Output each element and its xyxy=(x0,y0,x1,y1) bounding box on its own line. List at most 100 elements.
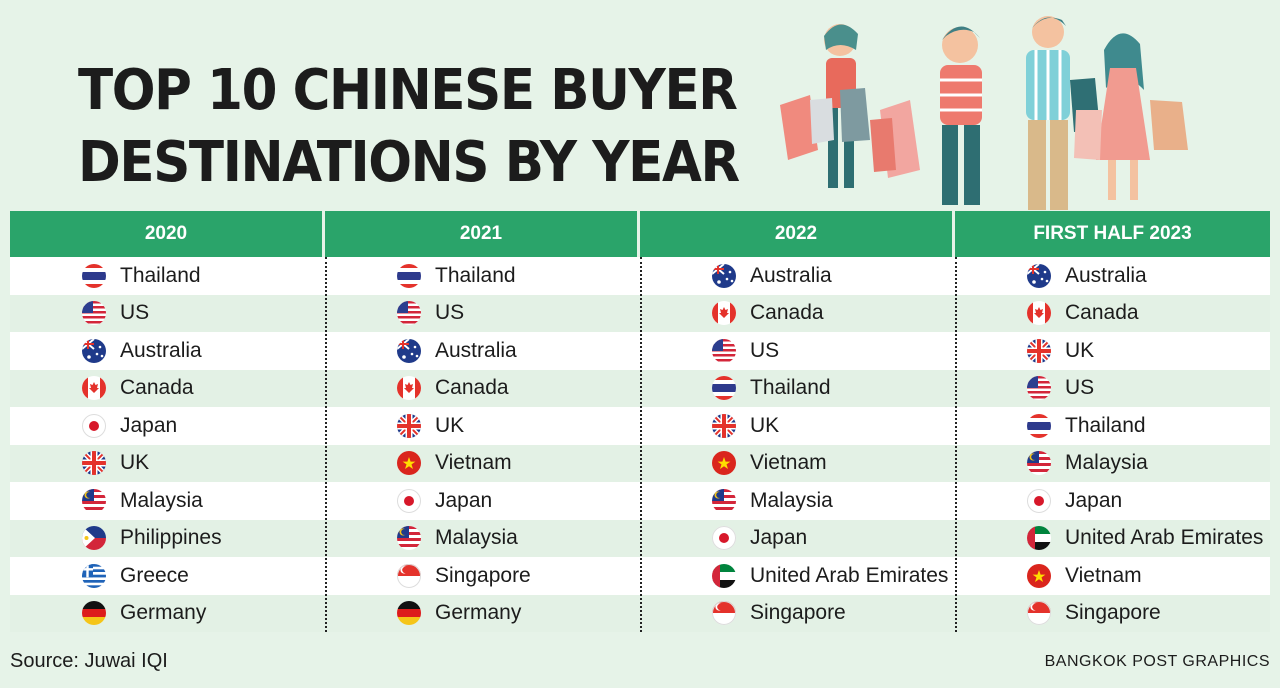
country-name: Canada xyxy=(1065,301,1139,325)
country-name: Japan xyxy=(1065,488,1123,512)
table-row: Malaysia xyxy=(10,482,325,520)
singapore-flag-icon xyxy=(397,563,421,588)
table-row: Germany xyxy=(10,594,325,632)
column-header: 2020 xyxy=(10,211,325,257)
table-row: Japan xyxy=(325,482,640,520)
table-row: Vietnam xyxy=(640,444,955,482)
country-name: US xyxy=(120,301,150,325)
country-name: Malaysia xyxy=(435,526,518,550)
column-rows: Australia Canada UK US Thailand Malaysia Japan… xyxy=(955,257,1270,632)
year-column: 2022 Australia Canada US Thailand UK Vietnam Ma… xyxy=(640,211,955,643)
australia-flag-icon xyxy=(82,338,106,363)
table-row: US xyxy=(955,369,1270,407)
table-row: Singapore xyxy=(955,594,1270,632)
table-row: Malaysia xyxy=(325,519,640,557)
uae-flag-icon xyxy=(712,563,736,588)
uk-flag-icon xyxy=(712,413,736,438)
column-header: FIRST HALF 2023 xyxy=(955,211,1270,257)
country-name: Thailand xyxy=(1065,413,1146,437)
thailand-flag-icon xyxy=(1027,413,1051,438)
country-name: Germany xyxy=(120,601,207,625)
malaysia-flag-icon xyxy=(1027,451,1051,476)
canada-flag-icon xyxy=(397,376,421,401)
country-name: United Arab Emirates xyxy=(750,563,949,587)
country-name: UK xyxy=(435,413,465,437)
country-name: Japan xyxy=(120,413,178,437)
table-row: Australia xyxy=(10,332,325,370)
column-rows: Thailand US Australia Canada UK Vietnam Japan M… xyxy=(325,257,640,632)
country-name: US xyxy=(750,338,780,362)
page-title: TOP 10 CHINESE BUYER DESTINATIONS BY YEA… xyxy=(78,55,740,199)
uae-flag-icon xyxy=(1027,526,1051,551)
country-name: Japan xyxy=(750,526,808,550)
vietnam-flag-icon xyxy=(1027,563,1051,588)
country-name: Malaysia xyxy=(1065,451,1148,475)
country-name: Thailand xyxy=(750,376,831,400)
shoppers-illustration xyxy=(780,16,1188,210)
japan-flag-icon xyxy=(397,488,421,513)
table-row: Canada xyxy=(640,294,955,332)
table-row: Vietnam xyxy=(955,557,1270,595)
country-name: Australia xyxy=(120,338,202,362)
singapore-flag-icon xyxy=(712,601,736,626)
table-row: US xyxy=(325,294,640,332)
country-name: Australia xyxy=(1065,263,1147,287)
table-row: Thailand xyxy=(955,407,1270,445)
country-name: Malaysia xyxy=(750,488,833,512)
table-row: US xyxy=(640,332,955,370)
table-row: United Arab Emirates xyxy=(640,557,955,595)
australia-flag-icon xyxy=(712,263,736,288)
country-name: Singapore xyxy=(435,563,531,587)
country-name: Germany xyxy=(435,601,522,625)
table-row: UK xyxy=(325,407,640,445)
table-row: United Arab Emirates xyxy=(955,519,1270,557)
country-name: Philippines xyxy=(120,526,222,550)
table-row: Japan xyxy=(955,482,1270,520)
table-row: UK xyxy=(10,444,325,482)
singapore-flag-icon xyxy=(1027,601,1051,626)
table-row: Germany xyxy=(325,594,640,632)
thailand-flag-icon xyxy=(397,263,421,288)
country-name: US xyxy=(1065,376,1095,400)
source-note: Source: Juwai IQI xyxy=(10,650,168,672)
country-name: Malaysia xyxy=(120,488,203,512)
table-row: Australia xyxy=(640,257,955,295)
country-name: Thailand xyxy=(435,263,516,287)
country-name: UK xyxy=(750,413,780,437)
country-name: Canada xyxy=(120,376,194,400)
country-name: Australia xyxy=(750,263,832,287)
title-line-1: TOP 10 CHINESE BUYER xyxy=(78,58,738,123)
table-row: UK xyxy=(955,332,1270,370)
country-name: Thailand xyxy=(120,263,201,287)
uk-flag-icon xyxy=(1027,338,1051,363)
country-name: Canada xyxy=(750,301,824,325)
country-name: Singapore xyxy=(1065,601,1161,625)
table-row: Australia xyxy=(325,332,640,370)
country-name: UK xyxy=(120,451,150,475)
table-row: Thailand xyxy=(10,257,325,295)
japan-flag-icon xyxy=(712,526,736,551)
table-row: Greece xyxy=(10,557,325,595)
column-rows: Thailand US Australia Canada Japan UK Malaysia… xyxy=(10,257,325,632)
table-row: Singapore xyxy=(640,594,955,632)
table-row: Thailand xyxy=(640,369,955,407)
us-flag-icon xyxy=(397,301,421,326)
title-line-2: DESTINATIONS BY YEAR xyxy=(78,130,740,195)
uk-flag-icon xyxy=(82,451,106,476)
country-name: Vietnam xyxy=(750,451,827,475)
table-row: Malaysia xyxy=(640,482,955,520)
country-name: Greece xyxy=(120,563,189,587)
greece-flag-icon xyxy=(82,563,106,588)
table-row: Malaysia xyxy=(955,444,1270,482)
year-column: 2020 Thailand US Australia Canada Japan UK Mala… xyxy=(10,211,325,643)
table-row: Australia xyxy=(955,257,1270,295)
us-flag-icon xyxy=(1027,376,1051,401)
table-row: Canada xyxy=(955,294,1270,332)
destinations-table: 2020 Thailand US Australia Canada Japan UK Mala… xyxy=(10,211,1270,643)
germany-flag-icon xyxy=(397,601,421,626)
country-name: United Arab Emirates xyxy=(1065,526,1264,550)
us-flag-icon xyxy=(712,338,736,363)
us-flag-icon xyxy=(82,301,106,326)
japan-flag-icon xyxy=(82,413,106,438)
vietnam-flag-icon xyxy=(397,451,421,476)
